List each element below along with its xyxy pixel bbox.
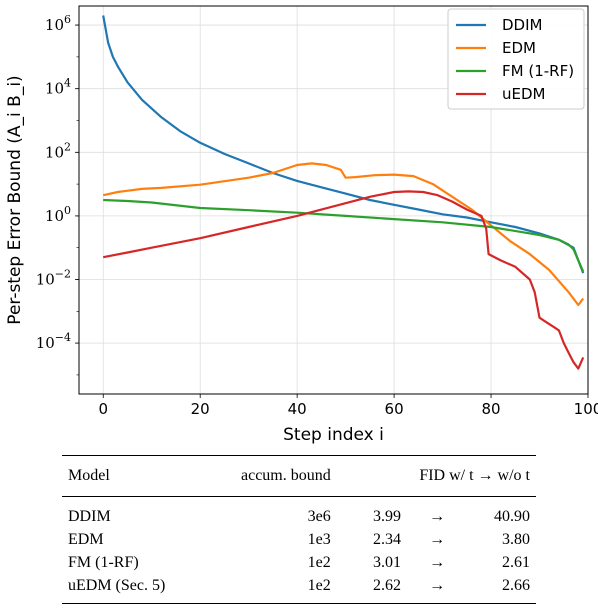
legend-label: uEDM	[502, 85, 545, 103]
cell-arrow: →	[429, 530, 446, 548]
cell-fid-without: 2.61	[502, 553, 530, 571]
legend-label: FM (1-RF)	[502, 62, 574, 80]
table-header-row: Model accum. bound FID w/ t → w/o t	[62, 455, 536, 497]
x-tick-label: 80	[482, 400, 501, 418]
cell-fid-with: 2.62	[373, 576, 402, 594]
cell-arrow: →	[429, 553, 446, 571]
plot-frame	[78, 5, 589, 395]
series-line-uedm	[102, 190, 585, 370]
y-axis-label: Per-step Error Bound (A_i B_i)	[5, 75, 25, 324]
cell-fid-with: 3.01	[373, 553, 402, 571]
y-tick-label: 10−2	[36, 268, 71, 289]
cell-fid-without: 3.80	[502, 530, 530, 548]
y-tick-label: 104	[45, 77, 71, 98]
x-axis-label: Step index i	[283, 425, 384, 445]
axes-ticks: 0 20 40 60 80 100 10−4 10−2 100 102 104 106	[36, 13, 598, 418]
series-line-fm-1-rf	[103, 198, 585, 273]
table-row: EDM 1e3 2.34 → 3.80	[62, 528, 536, 551]
legend: DDIM EDM FM (1-RF) uEDM	[447, 8, 585, 110]
series-line-ddim	[102, 15, 585, 274]
error-bound-chart: 0 20 40 60 80 100 10−4 10−2 100 102 104 106 DDIM EDM…	[5, 5, 598, 445]
cell-fid-without: 40.90	[494, 507, 530, 525]
header-accum-bound: accum. bound	[241, 467, 331, 484]
cell-model: EDM	[68, 530, 104, 548]
legend-label: DDIM	[502, 16, 542, 34]
legend-box	[447, 8, 585, 110]
cell-fid-with: 2.34	[373, 530, 402, 548]
cell-fid-without: 2.66	[502, 576, 530, 594]
cell-bound: 1e2	[307, 576, 331, 594]
cell-bound: 1e3	[307, 530, 331, 548]
x-tick-label: 60	[385, 400, 404, 418]
x-tick-label: 100	[574, 400, 598, 418]
header-model: Model	[68, 467, 110, 484]
cell-fid-with: 3.99	[373, 507, 402, 525]
cell-arrow: →	[429, 507, 446, 525]
x-tick-label: 0	[98, 400, 108, 418]
y-tick-label: 102	[45, 140, 71, 161]
header-fid: FID w/ t → w/o t	[419, 467, 530, 484]
table-row: FM (1-RF) 1e2 3.01 → 2.61	[62, 551, 536, 574]
cell-bound: 1e2	[307, 553, 331, 571]
results-table: Model accum. bound FID w/ t → w/o t DDIM…	[62, 455, 536, 604]
table-row: uEDM (Sec. 5) 1e2 2.62 → 2.66	[62, 574, 536, 604]
y-tick-label: 10−4	[36, 331, 71, 352]
x-tick-label: 20	[191, 400, 210, 418]
x-tick-label: 40	[288, 400, 307, 418]
cell-bound: 3e6	[307, 507, 331, 525]
cell-model: DDIM	[68, 507, 111, 525]
series-layer	[102, 15, 585, 370]
y-tick-label: 106	[45, 13, 71, 34]
cell-model: uEDM (Sec. 5)	[68, 576, 166, 594]
legend-label: EDM	[502, 39, 536, 57]
table-row: DDIM 3e6 3.99 → 40.90	[62, 497, 536, 529]
series-line-edm	[102, 162, 585, 307]
y-tick-label: 100	[45, 204, 71, 225]
cell-arrow: →	[429, 576, 446, 594]
cell-model: FM (1-RF)	[68, 553, 139, 571]
